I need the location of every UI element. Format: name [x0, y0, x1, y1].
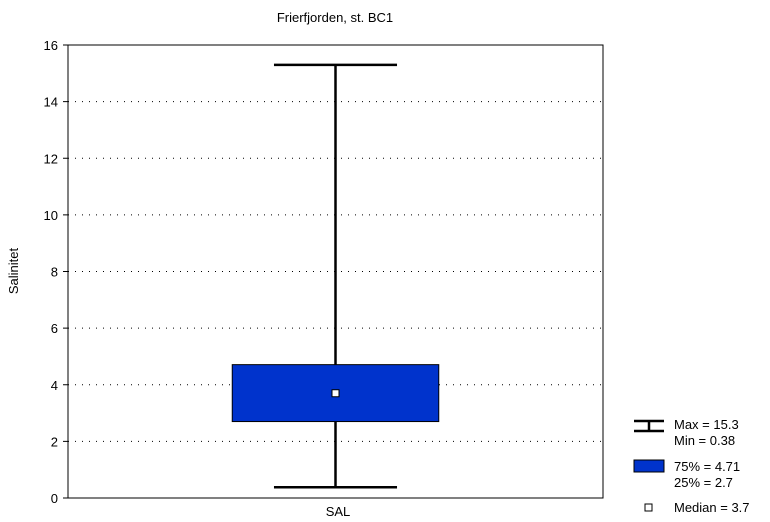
- y-axis-ticks: 0 2 4 6 8 10 12 14 16: [44, 38, 68, 506]
- legend-max-label: Max = 15.3: [674, 417, 739, 432]
- y-tick-label-2: 2: [51, 434, 58, 449]
- y-tick-label-4: 4: [51, 378, 58, 393]
- legend-median-symbol: [644, 503, 653, 512]
- legend-box-symbol: [633, 459, 665, 473]
- y-tick-label-12: 12: [44, 151, 58, 166]
- y-tick-label-8: 8: [51, 265, 58, 280]
- chart-title: Frierfjorden, st. BC1: [277, 10, 393, 25]
- legend-median-label: Median = 3.7: [674, 500, 750, 515]
- plot-frame: [67, 44, 604, 499]
- y-tick-label-14: 14: [44, 95, 58, 110]
- y-tick-label-10: 10: [44, 208, 58, 223]
- y-tick-label-6: 6: [51, 321, 58, 336]
- legend-q3-label: 75% = 4.71: [674, 459, 740, 474]
- legend-whisker-symbol: [634, 419, 664, 433]
- y-tick-label-0: 0: [51, 491, 58, 506]
- median-marker: [331, 389, 340, 398]
- x-tick-label: SAL: [326, 504, 351, 519]
- y-axis-label: Salinitet: [6, 247, 21, 294]
- y-tick-label-16: 16: [44, 38, 58, 53]
- legend: Max = 15.3 Min = 0.38 75% = 4.71 25% = 2…: [633, 417, 750, 515]
- box-layer: [231, 63, 440, 489]
- legend-q1-label: 25% = 2.7: [674, 475, 733, 490]
- legend-min-label: Min = 0.38: [674, 433, 735, 448]
